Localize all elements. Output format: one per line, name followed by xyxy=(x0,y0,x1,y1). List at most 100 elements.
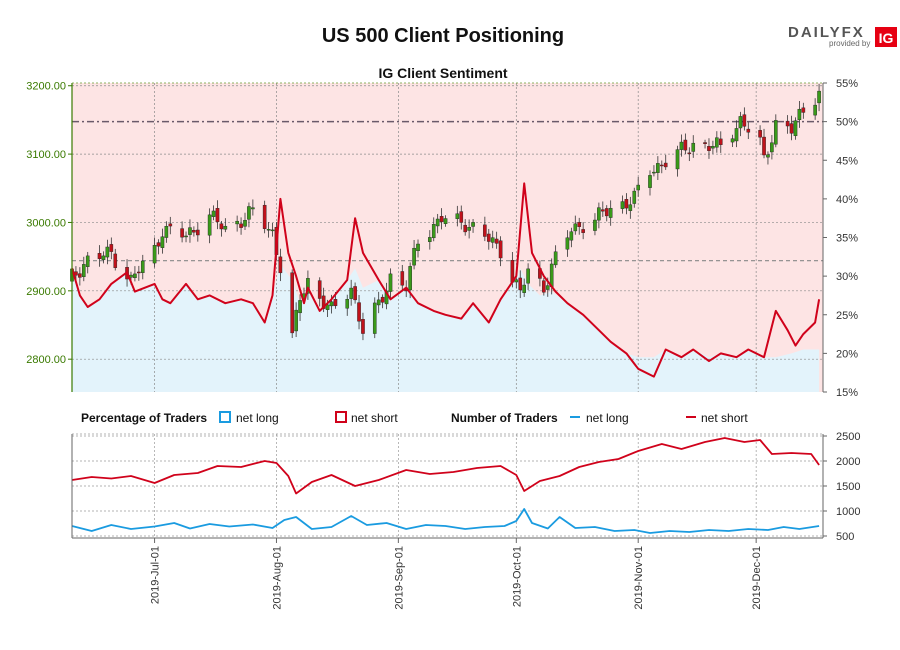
candle-body xyxy=(266,229,271,231)
candle-body xyxy=(553,251,558,266)
candle-body xyxy=(439,216,444,223)
candle-body xyxy=(636,184,640,191)
candle-body xyxy=(113,253,118,268)
candle-body xyxy=(388,273,393,292)
legend-net-short-box xyxy=(335,411,347,423)
candle-body xyxy=(565,237,570,250)
candle-body xyxy=(675,149,680,170)
candle-body xyxy=(608,207,613,218)
candle-body xyxy=(353,286,357,301)
candle-body xyxy=(483,224,487,237)
candle-body xyxy=(78,273,82,278)
candle-body xyxy=(428,237,432,242)
legend-percentage-heading: Percentage of Traders xyxy=(81,411,207,425)
candle-body xyxy=(522,284,526,293)
candle-body xyxy=(97,253,102,259)
candle-body xyxy=(490,237,495,243)
candle-body xyxy=(463,224,467,233)
price-tick-label: 3100.00 xyxy=(26,149,66,161)
candle-body xyxy=(215,208,220,223)
candle-body xyxy=(573,223,578,232)
candle-body xyxy=(431,224,436,239)
candle-body xyxy=(730,138,735,143)
candlestick-series xyxy=(70,83,821,341)
candle-body xyxy=(789,123,794,134)
percent-tick-label: 50% xyxy=(836,117,858,129)
candle-body xyxy=(168,223,173,227)
price-tick-label: 3200.00 xyxy=(26,81,66,93)
percent-tick-label: 45% xyxy=(836,155,858,167)
count-tick-label: 1000 xyxy=(836,506,860,518)
date-tick-label: 2019-Aug-01 xyxy=(271,546,283,610)
candle-body xyxy=(298,300,302,314)
candle-body xyxy=(569,231,574,241)
candle-body xyxy=(601,209,605,212)
candle-body xyxy=(801,107,806,113)
candle-body xyxy=(325,304,330,310)
dailyfx-logo: DAILYFX provided by IG xyxy=(788,24,897,48)
legend-net-long-count: net long xyxy=(586,411,629,425)
ig-badge xyxy=(875,27,897,47)
count-tick-label: 2000 xyxy=(836,456,860,468)
candle-body xyxy=(361,319,365,334)
candle-body xyxy=(718,138,723,145)
candle-body xyxy=(628,204,633,211)
candle-body xyxy=(164,226,169,238)
candle-body xyxy=(207,214,212,236)
candle-body xyxy=(357,302,361,322)
candle-body xyxy=(416,243,420,252)
candle-body xyxy=(459,211,464,223)
candle-body xyxy=(223,225,228,230)
candle-body xyxy=(455,213,460,219)
candle-body xyxy=(180,228,184,238)
candle-body xyxy=(817,90,821,104)
candle-body xyxy=(604,208,609,217)
date-tick-label: 2019-Jul-01 xyxy=(150,546,162,604)
legend-net-short-pct: net short xyxy=(351,411,398,425)
candle-body xyxy=(656,163,660,173)
candle-body xyxy=(707,146,711,151)
candle-body xyxy=(514,279,519,283)
candle-body xyxy=(333,299,338,307)
candle-body xyxy=(239,223,243,228)
candle-body xyxy=(211,210,216,217)
candle-body xyxy=(766,154,770,158)
candle-body xyxy=(192,230,196,233)
chart-title: US 500 Client Positioning xyxy=(322,25,564,47)
candle-body xyxy=(321,295,326,309)
candle-body xyxy=(400,271,405,286)
candle-body xyxy=(471,222,475,227)
percent-tick-label: 25% xyxy=(836,310,858,322)
candle-body xyxy=(247,206,251,220)
date-tick-label: 2019-Sep-01 xyxy=(393,546,405,610)
candle-body xyxy=(109,244,114,252)
candle-body xyxy=(734,128,739,142)
candle-body xyxy=(593,219,597,231)
date-tick-label: 2019-Nov-01 xyxy=(633,546,645,610)
candle-body xyxy=(235,220,239,225)
legend: Percentage of Traders net long net short… xyxy=(81,411,748,425)
candle-body xyxy=(648,175,652,188)
candle-body xyxy=(691,142,696,152)
ig-badge-text: IG xyxy=(879,30,894,46)
candle-body xyxy=(81,264,86,277)
candle-body xyxy=(742,114,747,127)
percent-tick-label: 35% xyxy=(836,233,858,245)
candle-body xyxy=(105,246,110,258)
candle-body xyxy=(345,299,350,309)
candle-body xyxy=(581,229,585,233)
candle-body xyxy=(219,223,224,230)
candle-body xyxy=(687,152,692,155)
candle-body xyxy=(101,255,106,261)
price-tick-label: 2800.00 xyxy=(26,354,66,366)
candle-body xyxy=(412,247,416,266)
candle-body xyxy=(251,207,255,210)
candle-body xyxy=(746,128,751,133)
candle-body xyxy=(703,142,707,145)
candle-body xyxy=(620,201,625,209)
count-tick-label: 500 xyxy=(836,531,854,543)
candle-body xyxy=(290,272,294,334)
candle-body xyxy=(85,255,90,267)
candle-body xyxy=(624,199,629,209)
candle-body xyxy=(243,220,247,227)
